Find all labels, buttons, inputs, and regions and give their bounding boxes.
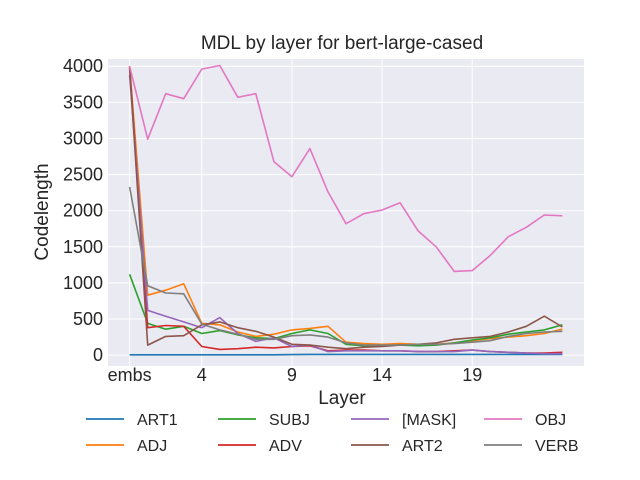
legend-label: VERB [535, 438, 579, 455]
y-tick-label: 500 [73, 309, 103, 329]
y-tick-label: 1500 [63, 237, 103, 257]
series-lines [128, 64, 563, 356]
legend-label: [MASK] [402, 412, 456, 429]
y-tick-label: 0 [93, 345, 103, 365]
legend-label: ART1 [137, 412, 178, 429]
plot-background [108, 59, 584, 366]
x-tick-label: 19 [462, 365, 482, 385]
x-tick-label: 4 [197, 365, 207, 385]
x-axis-label: Layer [318, 388, 366, 409]
x-tick-label: 9 [287, 365, 297, 385]
series-line-subj [128, 274, 563, 347]
y-tick-label: 3500 [63, 92, 103, 112]
series-line-mask [128, 74, 563, 355]
y-tick-label: 2000 [63, 201, 103, 221]
y-tick-label: 1000 [63, 273, 103, 293]
y-axis-ticks: 0 500 1000 1500 2000 2500 3000 3500 4000 [63, 56, 103, 365]
x-tick-label: embs [108, 365, 152, 385]
legend: ART1 ADJ SUBJ ADV [MASK] ART2 OBJ VERB [86, 412, 579, 455]
series-line-verb [128, 186, 563, 346]
legend-label: OBJ [535, 412, 566, 429]
x-tick-label: 14 [372, 365, 392, 385]
legend-label: ADV [269, 438, 302, 455]
y-tick-label: 3000 [63, 128, 103, 148]
chart-title: MDL by layer for bert-large-cased [201, 33, 483, 54]
y-tick-label: 4000 [63, 56, 103, 76]
y-axis-label: Codelength [32, 163, 53, 260]
grid-lines [108, 59, 584, 366]
y-tick-label: 2500 [63, 165, 103, 185]
series-line-obj [128, 64, 563, 273]
x-axis-ticks: embs 4 9 14 19 [108, 365, 483, 385]
legend-label: SUBJ [269, 412, 310, 429]
legend-label: ART2 [402, 438, 443, 455]
legend-label: ADJ [137, 438, 167, 455]
